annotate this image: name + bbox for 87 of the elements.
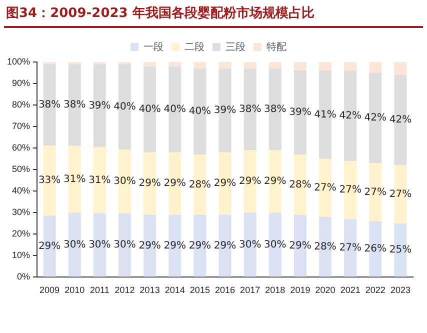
y-tick-label: 90% bbox=[12, 78, 30, 88]
data-label: 31% bbox=[64, 174, 86, 185]
data-label: 30% bbox=[114, 240, 136, 251]
x-tick-label: 2021 bbox=[340, 285, 360, 296]
data-label: 40% bbox=[188, 106, 212, 118]
x-tick-label: 2016 bbox=[214, 285, 236, 296]
data-label: 42% bbox=[339, 110, 362, 122]
x-tick-label: 2022 bbox=[365, 285, 386, 296]
data-label: 40% bbox=[114, 101, 136, 112]
data-label: 29% bbox=[214, 178, 236, 190]
legend-label: 三段 bbox=[226, 40, 246, 53]
x-tick-label: 2019 bbox=[290, 285, 310, 296]
bar bbox=[168, 62, 182, 66]
bar bbox=[194, 62, 206, 68]
data-label: 38% bbox=[264, 104, 286, 115]
data-label: 29% bbox=[164, 178, 186, 190]
y-tick-label: 0% bbox=[17, 272, 30, 282]
x-tick-label: 2017 bbox=[240, 285, 260, 296]
x-tick-label: 2010 bbox=[64, 285, 85, 296]
data-label: 27% bbox=[314, 182, 336, 194]
data-label: 30% bbox=[88, 240, 111, 251]
bar bbox=[344, 62, 357, 71]
y-tick-label: 70% bbox=[12, 121, 30, 132]
data-label: 28% bbox=[289, 179, 312, 190]
data-label: 39% bbox=[88, 100, 111, 112]
data-label: 38% bbox=[38, 99, 61, 110]
bar bbox=[294, 62, 306, 71]
data-label: 29% bbox=[164, 240, 186, 252]
y-tick-label: 100% bbox=[6, 56, 30, 66]
x-tick-label: 2015 bbox=[190, 285, 210, 296]
data-label: 38% bbox=[64, 100, 86, 111]
y-tick-label: 20% bbox=[12, 228, 30, 239]
data-label: 29% bbox=[214, 240, 236, 252]
data-label: 39% bbox=[289, 107, 312, 118]
data-label: 28% bbox=[314, 241, 336, 252]
data-label: 39% bbox=[214, 105, 236, 116]
legend-label: 特配 bbox=[266, 40, 286, 53]
x-tick-label: 2009 bbox=[40, 285, 60, 296]
bar bbox=[144, 62, 156, 66]
data-label: 30% bbox=[64, 239, 86, 250]
data-label: 27% bbox=[389, 188, 412, 200]
x-tick-label: 2014 bbox=[164, 285, 185, 296]
x-tick-label: 2018 bbox=[265, 285, 286, 296]
bar bbox=[268, 62, 282, 68]
data-label: 29% bbox=[238, 176, 262, 188]
y-tick-label: 40% bbox=[12, 186, 30, 196]
data-label: 29% bbox=[188, 240, 212, 252]
data-label: 26% bbox=[364, 244, 387, 255]
data-label: 25% bbox=[389, 244, 412, 256]
x-tick-label: 2013 bbox=[140, 285, 160, 296]
bar bbox=[394, 62, 407, 75]
y-tick-label: 50% bbox=[12, 164, 30, 174]
data-label: 29% bbox=[38, 240, 61, 252]
x-tick-label: 2020 bbox=[315, 285, 336, 296]
data-label: 31% bbox=[88, 174, 111, 186]
data-label: 40% bbox=[164, 104, 186, 115]
bar bbox=[244, 62, 256, 68]
data-label: 27% bbox=[339, 184, 362, 196]
data-label: 29% bbox=[138, 240, 161, 252]
x-tick-label: 2012 bbox=[114, 285, 135, 296]
data-label: 29% bbox=[138, 178, 161, 190]
bar bbox=[369, 62, 382, 73]
data-label: 27% bbox=[364, 186, 387, 198]
data-label: 40% bbox=[138, 104, 161, 115]
y-tick-label: 60% bbox=[12, 142, 30, 153]
x-tick-label: 2011 bbox=[90, 285, 110, 296]
chart-title: 图34：2009-2023 年我国各段婴配粉市场规模占比 bbox=[6, 4, 314, 22]
data-label: 30% bbox=[114, 176, 136, 188]
y-tick-label: 10% bbox=[12, 250, 30, 260]
bar bbox=[319, 62, 332, 71]
data-label: 29% bbox=[289, 240, 312, 252]
y-tick-label: 80% bbox=[12, 100, 30, 110]
data-label: 41% bbox=[314, 109, 336, 120]
x-tick-label: 2023 bbox=[390, 285, 410, 296]
data-label: 30% bbox=[238, 239, 262, 250]
data-label: 42% bbox=[364, 112, 387, 124]
data-label: 30% bbox=[264, 239, 286, 250]
data-label: 28% bbox=[188, 179, 212, 190]
data-label: 27% bbox=[339, 242, 362, 254]
legend-label: 一段 bbox=[144, 40, 164, 53]
bar bbox=[218, 62, 232, 68]
data-label: 29% bbox=[264, 176, 286, 188]
data-label: 42% bbox=[389, 114, 412, 126]
legend-label: 二段 bbox=[184, 40, 204, 53]
data-label: 33% bbox=[38, 175, 61, 186]
data-label: 38% bbox=[238, 104, 262, 115]
y-tick-label: 30% bbox=[12, 207, 30, 218]
